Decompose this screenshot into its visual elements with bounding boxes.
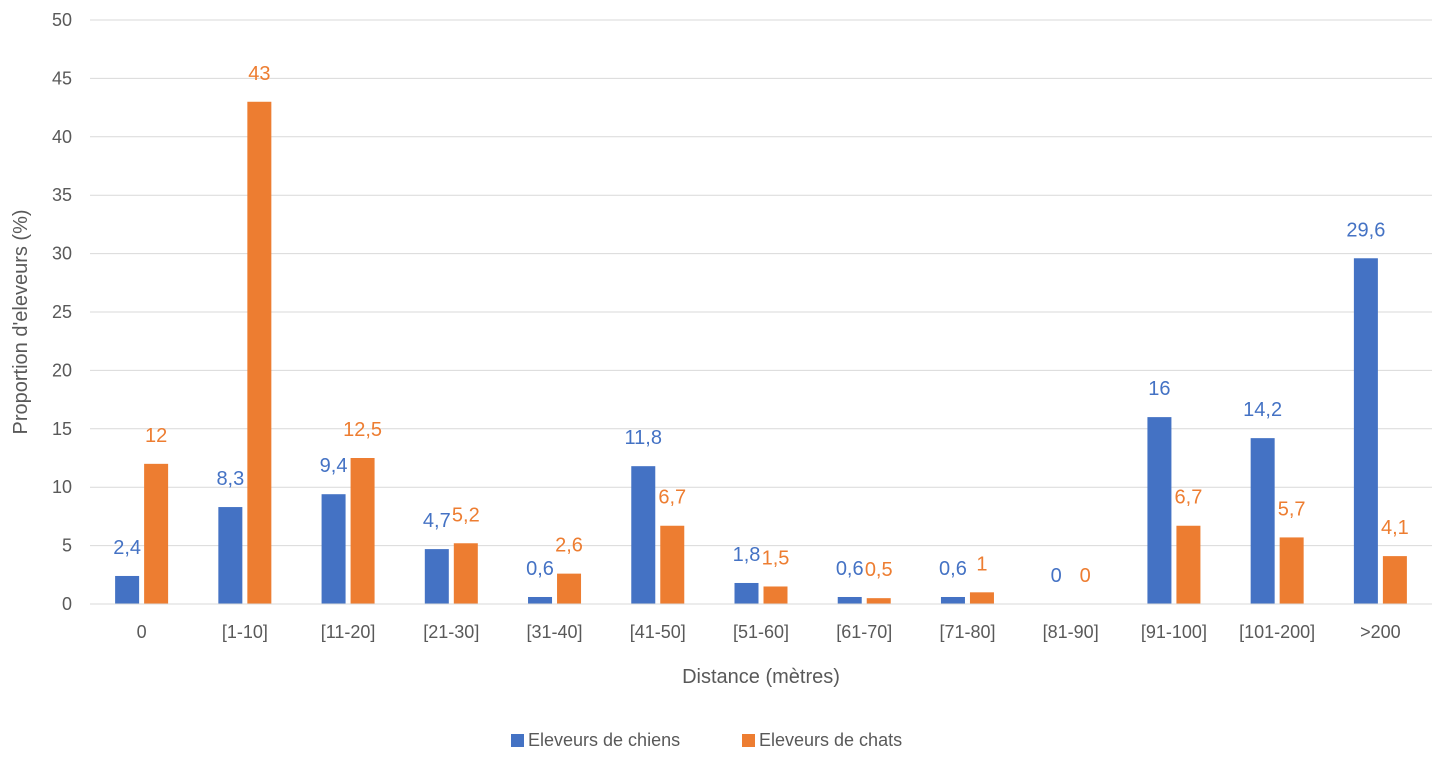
- legend-swatch-chats: [742, 734, 755, 747]
- bar-chiens: [837, 596, 862, 604]
- legend-label-chiens: Eleveurs de chiens: [528, 730, 680, 750]
- data-label-chiens: 4,7: [423, 510, 451, 532]
- legend-label-chats: Eleveurs de chats: [759, 730, 902, 750]
- data-label-chiens: 2,4: [113, 537, 141, 559]
- data-label-chiens: 11,8: [625, 427, 662, 449]
- bar-chiens: [734, 582, 759, 604]
- gridlines: [90, 19, 1432, 547]
- bar-chats: [557, 573, 582, 604]
- data-label-chats: 2,6: [555, 535, 583, 557]
- bar-chats: [660, 525, 685, 604]
- x-tick-label: [81-90]: [1043, 622, 1099, 642]
- data-label-chiens: 1,8: [733, 544, 761, 566]
- bar-chats: [453, 543, 478, 604]
- data-label-chiens: 8,3: [216, 468, 244, 490]
- data-label-chats: 0: [1080, 565, 1091, 587]
- data-label-chiens: 0,6: [526, 558, 554, 580]
- data-label-chats: 0,5: [865, 559, 893, 581]
- x-tick-label: [61-70]: [836, 622, 892, 642]
- x-tick-label: [101-200]: [1239, 622, 1315, 642]
- y-tick-label: 35: [52, 185, 72, 205]
- x-tick-label: [51-60]: [733, 622, 789, 642]
- bar-chats: [763, 586, 788, 604]
- data-label-chats: 12: [145, 425, 167, 447]
- y-axis-ticks: 0 5 10 15 20 25 30 35 40 45 50: [52, 10, 72, 614]
- bar-chiens: [940, 596, 965, 604]
- x-tick-label: [91-100]: [1141, 622, 1207, 642]
- bar-chiens: [1250, 438, 1275, 604]
- bars: [115, 101, 1407, 604]
- x-tick-label: [41-50]: [630, 622, 686, 642]
- x-tick-label: [31-40]: [527, 622, 583, 642]
- bar-chats: [866, 598, 891, 604]
- x-tick-label: [1-10]: [222, 622, 268, 642]
- data-label-chiens: 0,6: [939, 558, 967, 580]
- data-label-chats: 1: [976, 553, 987, 575]
- bar-chats: [1176, 525, 1201, 604]
- bar-chiens: [1353, 258, 1378, 604]
- data-label-chats: 5,2: [452, 504, 480, 526]
- bar-chats: [1279, 537, 1304, 604]
- x-axis-title: Distance (mètres): [682, 666, 840, 688]
- y-tick-label: 25: [52, 302, 72, 322]
- bar-chats: [969, 592, 994, 604]
- y-tick-label: 15: [52, 419, 72, 439]
- x-tick-label: >200: [1360, 622, 1401, 642]
- bar-chiens: [218, 507, 243, 604]
- bar-chiens: [631, 466, 656, 604]
- data-label-chats: 6,7: [658, 487, 686, 509]
- data-label-chiens: 16: [1148, 378, 1170, 400]
- data-label-chiens: 14,2: [1243, 399, 1282, 421]
- legend: Eleveurs de chiens Eleveurs de chats: [511, 730, 902, 750]
- y-tick-label: 40: [52, 127, 72, 147]
- data-label-chats: 1,5: [762, 547, 790, 569]
- y-axis-title: Proportion d'eleveurs (%): [10, 209, 32, 434]
- bar-chats: [247, 101, 272, 604]
- x-tick-label: [21-30]: [423, 622, 479, 642]
- bar-chats: [1382, 556, 1407, 604]
- legend-swatch-chiens: [511, 734, 524, 747]
- y-tick-label: 30: [52, 244, 72, 264]
- bar-chiens: [424, 549, 449, 604]
- data-label-chiens: 29,6: [1346, 219, 1385, 241]
- x-tick-label: [71-80]: [939, 622, 995, 642]
- y-tick-label: 50: [52, 10, 72, 30]
- data-label-chats: 5,7: [1278, 498, 1306, 520]
- y-tick-label: 10: [52, 477, 72, 497]
- y-tick-label: 45: [52, 68, 72, 88]
- y-tick-label: 5: [62, 536, 72, 556]
- y-tick-label: 0: [62, 594, 72, 614]
- bar-chats: [144, 463, 169, 604]
- data-label-chats: 4,1: [1381, 517, 1409, 539]
- y-tick-label: 20: [52, 360, 72, 380]
- data-label-chats: 43: [248, 63, 270, 85]
- data-label-chats: 12,5: [343, 419, 382, 441]
- data-label-chiens: 9,4: [320, 455, 348, 477]
- x-tick-label: [11-20]: [321, 622, 376, 642]
- bar-chiens: [321, 494, 346, 604]
- x-axis-ticks: 0 [1-10] [11-20] [21-30] [31-40] [41-50] [51-6…: [137, 622, 1401, 642]
- x-tick-label: 0: [137, 622, 147, 642]
- bar-chats: [350, 458, 375, 604]
- data-label-chiens: 0,6: [836, 558, 864, 580]
- bar-chiens: [1147, 417, 1172, 604]
- data-label-chiens: 0: [1051, 565, 1062, 587]
- bar-chiens: [115, 575, 140, 604]
- data-label-chats: 6,7: [1175, 487, 1203, 509]
- bar-chiens: [528, 596, 553, 604]
